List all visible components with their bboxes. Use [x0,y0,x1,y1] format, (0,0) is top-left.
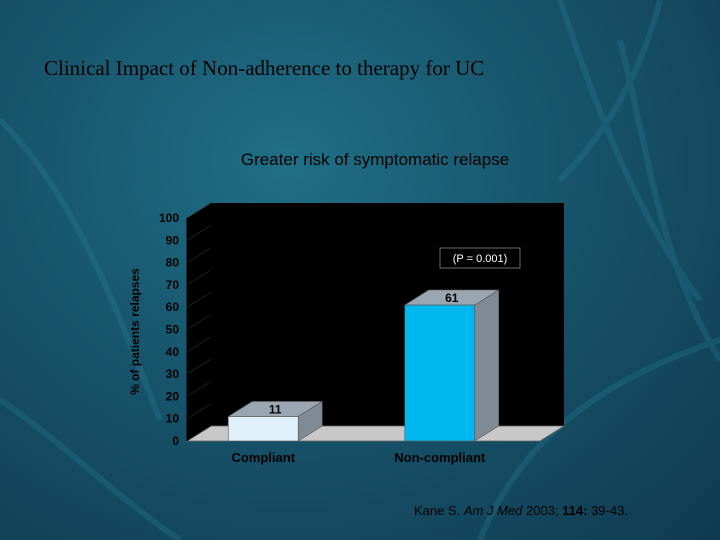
citation-year: 2003; [522,503,563,518]
x-tick-label: Compliant [231,450,295,465]
wall-gridline [186,247,212,263]
y-tick-label: 60 [166,300,180,314]
citation: Kane S. Am J Med 2003; 114: 39-43. [414,503,628,518]
wall-gridline [186,291,212,308]
y-tick-label: 90 [166,233,180,247]
wall-gridline [186,269,212,286]
citation-journal: Am J Med [463,503,523,518]
y-tick-label: 50 [166,323,180,337]
bar-front [227,416,299,442]
wall-gridline [186,202,212,219]
wall-gridline [186,314,212,330]
y-tick-label: 40 [166,345,180,359]
wall-gridline [186,358,212,375]
data-label: 11 [269,402,282,416]
y-tick-label: 20 [166,389,180,403]
y-tick-label: 0 [172,434,179,448]
citation-author: Kane S. [414,503,464,518]
slide-title: Clinical Impact of Non-adherence to ther… [44,56,485,80]
p-value-annotation: (P = 0.001) [453,253,508,265]
y-tick-label: 30 [166,367,180,381]
wall-gridline [186,336,212,353]
wall-gridline [186,225,212,241]
plot-back-wall [211,203,564,426]
chart-title: Greater risk of symptomatic relapse [240,150,510,169]
citation-volume: 114: [562,503,588,518]
data-label: 61 [445,291,459,305]
y-tick-label: 70 [166,278,180,292]
wall-gridline [186,403,212,419]
wall-gridline [186,425,212,442]
bar-side [474,289,500,442]
y-axis-label: % of patients relapses [128,268,142,395]
x-tick-label: Non-compliant [394,450,486,465]
y-tick-label: 100 [159,211,179,225]
bar-side [297,400,323,442]
y-tick-label: 80 [166,256,180,270]
bar-front [404,304,476,442]
annotation-box [439,247,521,269]
wall-gridline [186,381,212,397]
y-tick-label: 10 [166,412,180,426]
citation-pages: 39-43. [587,503,628,518]
